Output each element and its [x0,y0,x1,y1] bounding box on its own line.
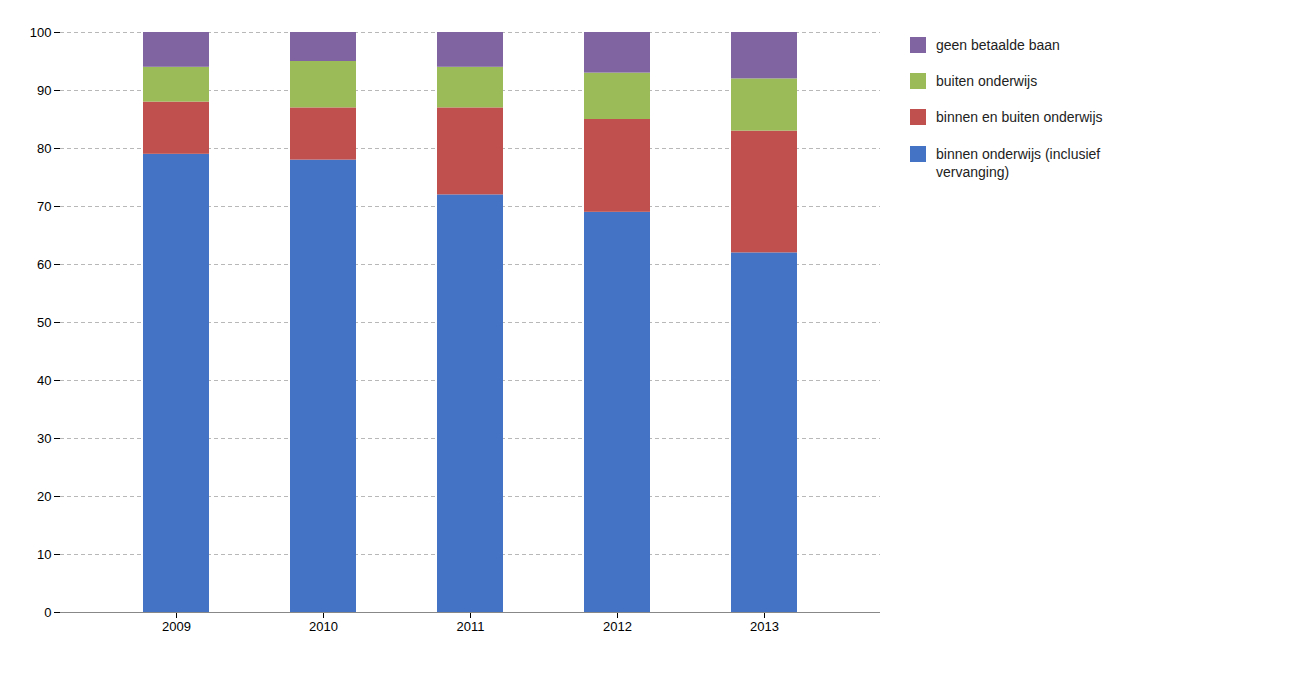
svg-text:70: 70 [37,199,51,214]
html-text:binnen onderwijs (inclusief ve: binnen onderwijs (inclusief vervanging) [936,145,1101,180]
html-text:geen betaalde baan: geen betaalde baan [936,37,1060,53]
svg-text:2009: 2009 [162,619,191,634]
svg-text:60: 60 [37,257,51,272]
html-text:binnen en buiten onderwijs: binnen en buiten onderwijs [936,109,1103,126]
svg-text:2011: 2011 [457,619,485,634]
svg-text:2013: 2013 [750,619,779,634]
svg-text:40: 40 [37,373,51,388]
svg-text:50: 50 [37,315,51,330]
svg-text:20: 20 [37,489,51,504]
svg-text:2012: 2012 [603,619,632,634]
svg-text:90: 90 [37,83,51,98]
svg-text:10: 10 [37,547,51,562]
html-text:buiten onderwijs: buiten onderwijs [936,73,1038,90]
svg-text:0: 0 [44,605,51,620]
svg-text:80: 80 [37,141,51,156]
svg-text:2010: 2010 [309,619,338,634]
svg-text:100: 100 [30,25,52,40]
svg-text:30: 30 [37,431,51,446]
